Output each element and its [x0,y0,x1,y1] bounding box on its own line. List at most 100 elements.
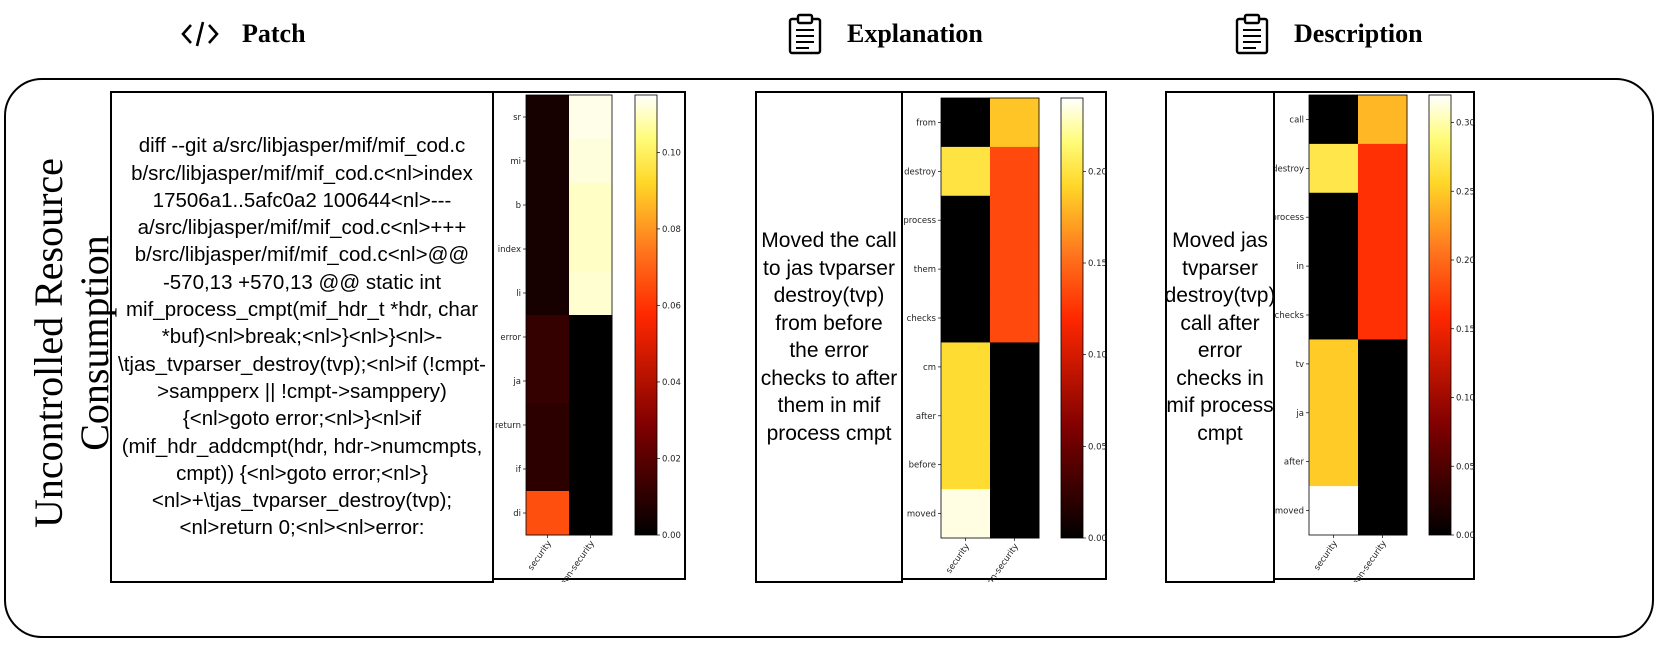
colorbar-tick-label: 0.05 [1088,442,1107,452]
colorbar-tick-label: 0.25 [1456,187,1475,197]
y-tick-label: them [914,265,936,275]
row-frame [4,78,1654,638]
heatmap-cell [569,359,613,404]
description-heatmap-panel: call destroy process in checks tv ja after moved… [1273,91,1475,582]
heatmap-cell [990,195,1040,246]
heatmap-cell [1309,388,1359,438]
heatmap-cell [1358,339,1408,389]
heatmap-cell [941,293,991,343]
y-tick-label: di [513,509,521,519]
y-tick-label: b [516,201,521,211]
colorbar-tick-label: 0.30 [1456,119,1475,129]
heatmap-cell [1309,437,1359,487]
heatmap-cell [1309,143,1359,194]
description-header-label: Description [1294,19,1423,48]
y-tick-label: checks [1275,311,1305,321]
colorbar [1060,97,1084,539]
explanation-header-label: Explanation [847,19,983,48]
heatmap-cell [1358,192,1408,243]
heatmap-cell [1309,95,1359,145]
heatmap-cell [526,271,570,316]
colorbar-tick-label: 0.05 [1456,462,1475,472]
y-tick-label: after [916,412,937,422]
heatmap-cell [990,146,1040,197]
heatmap-cell [569,491,613,536]
heatmap-cell [1358,437,1408,487]
y-tick-label: from [916,118,936,128]
y-tick-label: error [500,333,521,343]
colorbar-tick-label: 0.10 [662,148,681,158]
heatmap-cell [1309,290,1359,340]
y-tick-label: li [516,289,521,299]
heatmap-cell [526,491,570,536]
heatmap-cell [526,95,570,140]
y-tick-label: checks [907,314,937,324]
colorbar-tick-label: 0.20 [1088,167,1107,177]
y-tick-label: sr [513,113,521,123]
heatmap-cell [1358,388,1408,438]
y-tick-label: call [1289,115,1304,125]
heatmap-cell [990,440,1040,490]
y-tick-label: process [903,216,936,226]
explanation-header: Explanation [785,13,983,55]
y-tick-label: destroy [904,167,936,177]
patch-heatmap: sr mi b index li error ja return if di security non… [495,94,681,582]
heatmap-cell [569,139,613,184]
heatmap-cell [990,391,1040,441]
heatmap-cell [1358,290,1408,340]
colorbar [1428,94,1452,536]
heatmap-cell [569,95,613,140]
heatmap-cell [569,403,613,448]
colorbar-tick-label: 0.08 [662,225,681,235]
colorbar-tick-label: 0.02 [662,454,681,464]
heatmap-cell [990,489,1040,539]
patch-header-label: Patch [242,19,306,48]
heatmap-cell [990,244,1040,295]
y-tick-label: ja [512,377,521,387]
heatmap-cell [569,183,613,228]
patch-heatmap-panel: sr mi b index li error ja return if di security non… [492,91,686,582]
heatmap-cell [569,315,613,360]
clipboard-icon [785,13,825,55]
y-tick-label: tv [1296,360,1304,370]
heatmap-cell [526,359,570,404]
y-tick-label: process [1275,213,1305,223]
y-tick-label: before [909,461,936,471]
row-title-line-1: Uncontrolled Resource [26,158,71,528]
heatmap-cell [1358,241,1408,292]
description-heatmap: call destroy process in checks tv ja after moved… [1275,94,1475,582]
heatmap-plot-border [525,94,613,536]
y-tick-label: return [495,421,521,431]
heatmap-cell [1358,95,1408,145]
explanation-heatmap: from destroy process them checks cm after befor… [903,97,1107,582]
y-tick-label: after [1284,458,1305,468]
colorbar-tick-label: 0.04 [662,378,681,388]
colorbar [634,94,658,536]
y-tick-label: destroy [1275,164,1304,174]
heatmap-cell [1358,486,1408,536]
y-tick-label: moved [907,510,936,520]
heatmap-cell [941,391,991,441]
x-tick-label: non-security [982,542,1021,582]
description-header: Description [1232,13,1423,55]
heatmap-cell [1358,143,1408,194]
patch-header: Patch [180,14,306,54]
patch-text: diff --git a/src/libjasper/mif/mif_cod.c… [118,134,486,540]
colorbar-tick-label: 0.10 [1088,351,1107,361]
patch-text-box: diff --git a/src/libjasper/mif/mif_cod.c… [110,91,494,583]
colorbar-tick-label: 0.15 [1456,325,1475,335]
y-tick-label: in [1296,262,1304,272]
code-icon [180,14,220,54]
x-tick-label: non-security [558,539,597,582]
explanation-text: Moved the call to jas tvparser destroy(t… [760,229,898,445]
colorbar-tick-label: 0.00 [662,531,681,541]
heatmap-cell [526,227,570,272]
colorbar-tick-label: 0.15 [1088,259,1107,269]
heatmap-cell [569,271,613,316]
colorbar-tick-label: 0.10 [1456,394,1475,404]
heatmap-cell [1309,241,1359,292]
y-tick-label: cm [923,363,936,373]
x-tick-label: security [944,542,972,576]
heatmap-cell [526,183,570,228]
heatmap-cell [526,139,570,184]
